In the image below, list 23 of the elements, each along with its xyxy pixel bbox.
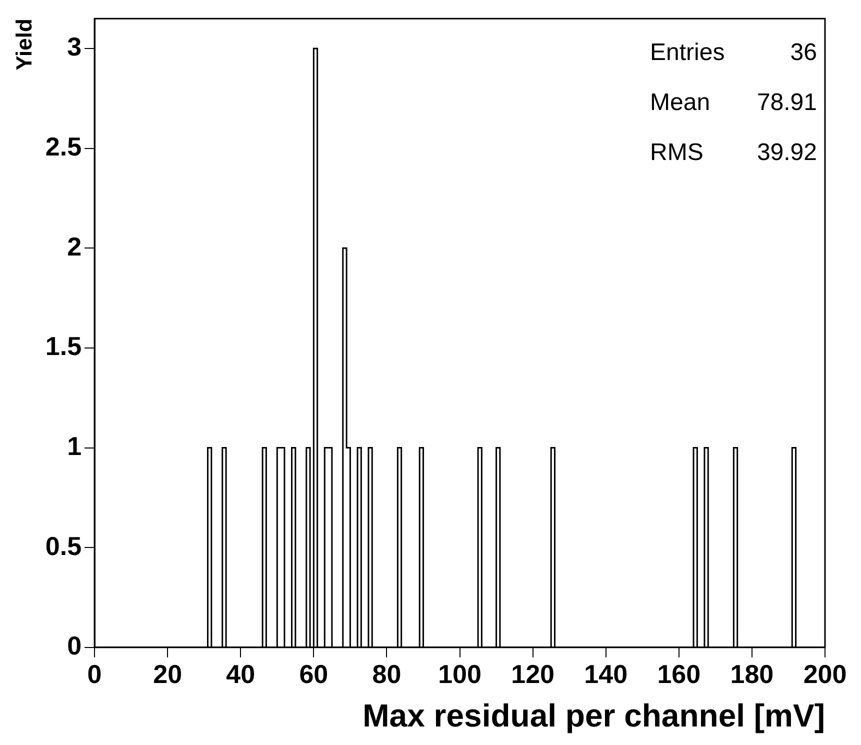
x-axis-title: Max residual per channel [mV] bbox=[362, 698, 825, 734]
x-tick-label: 140 bbox=[584, 659, 628, 690]
x-tick-label: 200 bbox=[803, 659, 847, 690]
y-tick-label: 0.5 bbox=[45, 530, 82, 561]
y-tick-label: 1.5 bbox=[45, 331, 82, 362]
y-axis-title: Yield bbox=[11, 18, 36, 70]
text: Entries 36 bbox=[650, 39, 817, 66]
y-tick-label: 0 bbox=[67, 630, 82, 661]
text: Mean 78.91 bbox=[650, 89, 817, 116]
text: RMS 39.92 bbox=[650, 139, 817, 166]
x-tick-label: 160 bbox=[657, 659, 701, 690]
x-tick-label: 80 bbox=[372, 659, 402, 690]
y-tick-label: 2 bbox=[67, 231, 82, 262]
x-tick-label: 60 bbox=[299, 659, 328, 690]
x-tick-label: 180 bbox=[730, 659, 774, 690]
y-tick-label: 1 bbox=[67, 430, 82, 461]
y-tick-label: 2.5 bbox=[45, 132, 82, 162]
x-tick-label: 100 bbox=[438, 659, 482, 690]
y-tick-label: 3 bbox=[67, 32, 82, 62]
x-tick-label: 20 bbox=[153, 659, 182, 690]
x-tick-label: 120 bbox=[511, 659, 555, 690]
x-tick-label: 0 bbox=[87, 659, 102, 690]
x-tick-label: 40 bbox=[226, 659, 256, 690]
